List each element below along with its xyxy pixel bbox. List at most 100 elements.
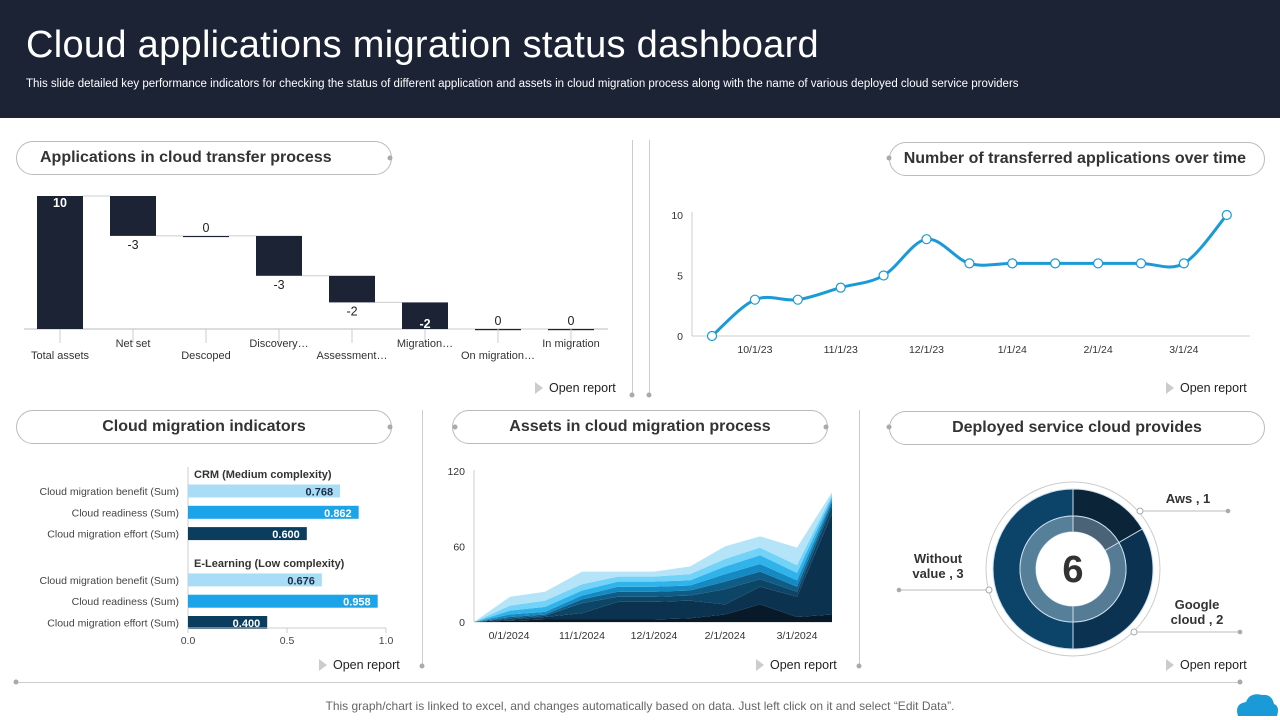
x-tick-label: 1.0 bbox=[379, 635, 394, 647]
open-report-over-time[interactable]: Open report bbox=[1166, 381, 1247, 395]
x-tick-label: 12/1/2024 bbox=[631, 630, 678, 642]
data-point bbox=[964, 258, 975, 269]
bar bbox=[188, 484, 341, 498]
open-report-label: Open report bbox=[1180, 381, 1247, 395]
data-label: 0.400 bbox=[233, 618, 261, 630]
stacked-area-chart: 0 60 120 0/1/2024 11/1/2024 12/1/2024 2/1/2024… bbox=[447, 466, 832, 642]
y-tick-label: 120 bbox=[447, 466, 465, 478]
footer-note: This graph/chart is linked to excel, and… bbox=[325, 699, 955, 713]
area-series bbox=[474, 506, 832, 622]
data-point bbox=[749, 294, 761, 305]
x-tick-label: 1/1/24 bbox=[998, 344, 1027, 356]
divider bbox=[649, 140, 650, 395]
indicators-bar-chart: CRM (Medium complexity) Cloud migration b… bbox=[40, 467, 394, 647]
cloud-icon bbox=[1237, 694, 1278, 716]
donut-center bbox=[1036, 532, 1110, 606]
bar bbox=[188, 616, 268, 629]
data-label: 0 bbox=[568, 314, 575, 328]
data-point bbox=[792, 294, 803, 305]
open-report-assets[interactable]: Open report bbox=[756, 658, 837, 672]
x-tick-label: Descoped bbox=[181, 350, 231, 362]
data-label: 0 bbox=[495, 314, 502, 328]
data-label: 0.768 bbox=[306, 487, 334, 499]
leader-dot bbox=[985, 586, 993, 594]
data-point bbox=[1135, 258, 1147, 269]
data-point bbox=[1050, 258, 1061, 269]
leader-dot bbox=[896, 587, 902, 593]
x-tick-label: 2/1/24 bbox=[1083, 344, 1112, 356]
decor-dot bbox=[387, 155, 393, 161]
decor-dot bbox=[629, 392, 635, 398]
x-tick-label: 11/1/2024 bbox=[559, 630, 605, 642]
decor-dot bbox=[387, 424, 393, 430]
bar bbox=[188, 505, 359, 519]
series-line bbox=[711, 214, 1228, 338]
data-point bbox=[1092, 258, 1104, 269]
decor-dot bbox=[646, 392, 652, 398]
y-tick-label: 0 bbox=[459, 617, 465, 629]
open-report-label: Open report bbox=[549, 381, 616, 395]
slice-label: Google cloud , 2 bbox=[1171, 597, 1224, 627]
panel-title-assets: Assets in cloud migration process bbox=[452, 410, 828, 444]
slice-label-line: Google bbox=[1175, 597, 1220, 612]
data-point bbox=[706, 330, 718, 342]
area-series bbox=[474, 492, 832, 622]
x-tick-label: Discovery… bbox=[249, 338, 308, 350]
decor-dot bbox=[823, 424, 829, 430]
data-point bbox=[1221, 209, 1232, 221]
divider bbox=[16, 682, 1240, 683]
divider bbox=[859, 410, 860, 668]
x-tick-label: 12/1/23 bbox=[909, 344, 944, 356]
divider bbox=[422, 410, 423, 668]
x-tick-label: Assessment… bbox=[317, 350, 388, 362]
data-label: -3 bbox=[127, 238, 138, 252]
group-label: E-Learning (Low complexity) bbox=[194, 558, 345, 570]
data-point bbox=[1178, 258, 1190, 269]
outer-ring bbox=[985, 481, 1161, 657]
category-label: Cloud readiness (Sum) bbox=[72, 596, 179, 608]
donut-total: 6 bbox=[1062, 549, 1083, 591]
data-point bbox=[1007, 258, 1018, 269]
data-label: -2 bbox=[346, 304, 357, 318]
y-tick-label: 10 bbox=[671, 210, 683, 222]
page-title: Cloud applications migration status dash… bbox=[26, 24, 819, 66]
line-chart: 0 5 10 10/1/23 11/1/23 12/1/23 1/1/24 2/1/24 3/1… bbox=[671, 209, 1250, 356]
category-label: Cloud migration benefit (Sum) bbox=[40, 575, 179, 587]
category-label: Cloud migration effort (Sum) bbox=[47, 618, 179, 630]
area-series bbox=[474, 494, 832, 622]
slice-label: Without value , 3 bbox=[912, 551, 963, 581]
waterfall-bar bbox=[110, 196, 156, 236]
decor-dot bbox=[1237, 679, 1243, 685]
panel-title-transfer: Applications in cloud transfer process bbox=[16, 141, 392, 175]
panel-title-providers: Deployed service cloud provides bbox=[889, 411, 1265, 445]
data-label: 0.676 bbox=[287, 575, 315, 587]
data-label: -2 bbox=[419, 317, 430, 331]
y-tick-label: 5 bbox=[677, 271, 683, 283]
play-icon bbox=[1166, 659, 1174, 671]
decor-dot bbox=[856, 663, 862, 669]
y-tick-label: 0 bbox=[677, 331, 683, 343]
x-tick-label: 11/1/23 bbox=[824, 344, 858, 356]
panel-title-indicators: Cloud migration indicators bbox=[16, 410, 392, 444]
x-tick-label: 0.0 bbox=[181, 635, 196, 647]
waterfall-bar bbox=[37, 196, 83, 329]
slice-label-line: Without bbox=[914, 551, 963, 566]
category-label: Cloud readiness (Sum) bbox=[72, 507, 179, 519]
x-tick-label: 3/1/2024 bbox=[777, 630, 818, 642]
slice-label-line: value , 3 bbox=[912, 566, 963, 581]
x-tick-label: Migration… bbox=[397, 338, 453, 350]
waterfall-bar bbox=[256, 235, 302, 276]
open-report-label: Open report bbox=[770, 658, 837, 672]
open-report-transfer[interactable]: Open report bbox=[535, 381, 616, 395]
decor-dot bbox=[886, 424, 892, 430]
decor-dot bbox=[886, 155, 892, 161]
open-report-providers[interactable]: Open report bbox=[1166, 658, 1247, 672]
open-report-indicators[interactable]: Open report bbox=[319, 658, 400, 672]
leader-dot bbox=[1225, 508, 1231, 514]
play-icon bbox=[1166, 382, 1174, 394]
data-label: 10 bbox=[53, 196, 67, 210]
waterfall-bar bbox=[402, 302, 448, 329]
y-tick-label: 60 bbox=[453, 541, 465, 553]
leader-dot bbox=[1136, 507, 1144, 515]
